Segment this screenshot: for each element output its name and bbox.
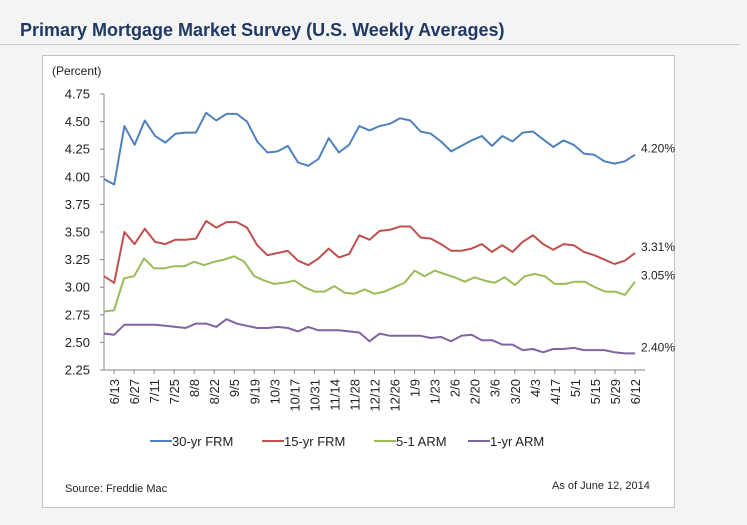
x-tick-label: 5/1 — [568, 379, 583, 397]
legend-label: 30-yr FRM — [172, 434, 233, 449]
x-tick-label: 4/17 — [548, 379, 563, 404]
y-tick-label: 3.25 — [65, 252, 90, 267]
x-tick-label: 12/26 — [388, 379, 403, 412]
x-tick-label: 1/9 — [408, 379, 423, 397]
x-tick-label: 8/22 — [207, 379, 222, 404]
series-end-label: 3.05% — [641, 269, 675, 283]
chart-series — [104, 113, 635, 354]
legend-entry: 15-yr FRM — [262, 434, 345, 449]
legend-entry: 30-yr FRM — [150, 434, 233, 449]
line-chart: 4.75 4.50 4.25 4.00 3.75 3.50 3.25 3.00 2.75 2.50… — [0, 0, 747, 525]
legend-entry: 1-yr ARM — [468, 434, 544, 449]
y-tick-label: 2.75 — [65, 307, 90, 322]
y-tick-label: 4.00 — [65, 169, 90, 184]
y-tick-label: 4.50 — [65, 114, 90, 129]
series-end-label: 2.40% — [641, 340, 675, 354]
x-tick-label: 10/3 — [267, 379, 282, 404]
series-end-label: 3.31% — [641, 240, 675, 254]
legend-entry: 5-1 ARM — [374, 434, 447, 449]
series-line-30-yr-frm — [104, 113, 635, 185]
legend-label: 5-1 ARM — [396, 434, 447, 449]
x-tick-label: 5/29 — [608, 379, 623, 404]
y-tick-label: 2.25 — [65, 363, 90, 378]
x-tick-label: 7/11 — [147, 379, 162, 403]
y-tick-label: 2.50 — [65, 335, 90, 350]
x-tick-label: 7/25 — [167, 379, 182, 404]
x-tick-label: 11/28 — [347, 379, 362, 411]
x-tick-label: 1/23 — [428, 379, 443, 404]
series-end-label: 4.20% — [641, 142, 675, 156]
x-tick-label: 11/14 — [327, 379, 342, 411]
y-tick-label: 4.25 — [65, 142, 90, 157]
x-tick-label: 10/31 — [307, 379, 322, 412]
x-tick-label: 4/3 — [528, 379, 543, 397]
x-tick-label: 2/6 — [448, 379, 463, 397]
x-tick-label: 9/5 — [227, 379, 242, 397]
x-tick-label: 8/8 — [187, 379, 202, 397]
legend-label: 15-yr FRM — [284, 434, 345, 449]
x-tick-label: 6/13 — [107, 379, 122, 404]
x-tick-label: 9/19 — [247, 379, 262, 404]
x-tick-label: 6/27 — [127, 379, 142, 404]
series-line-15-yr-frm — [104, 221, 635, 283]
y-tick-label: 3.75 — [65, 197, 90, 212]
x-tick-label: 5/15 — [588, 379, 603, 404]
source-note: Source: Freddie Mac — [65, 483, 167, 495]
x-tick-label: 12/12 — [368, 379, 383, 412]
x-tick-label: 3/6 — [488, 379, 503, 397]
as-of-date: As of June 12, 2014 — [552, 480, 650, 492]
x-tick-label: 3/20 — [508, 379, 523, 404]
series-end-labels: 4.20% 3.31% 3.05% 2.40% — [641, 142, 675, 355]
legend-label: 1-yr ARM — [490, 434, 544, 449]
series-line-1-yr-arm — [104, 319, 635, 353]
chart-legend: 30-yr FRM 15-yr FRM 5-1 ARM 1-yr ARM — [150, 434, 544, 449]
x-tick-label: 10/17 — [287, 379, 302, 412]
series-line-5-1-arm — [104, 256, 635, 311]
y-tick-label: 3.00 — [65, 280, 90, 295]
y-tick-label: 3.50 — [65, 225, 90, 240]
x-tick-label: 2/20 — [468, 379, 483, 404]
x-tick-label: 6/12 — [628, 379, 643, 404]
y-tick-label: 4.75 — [65, 87, 90, 102]
